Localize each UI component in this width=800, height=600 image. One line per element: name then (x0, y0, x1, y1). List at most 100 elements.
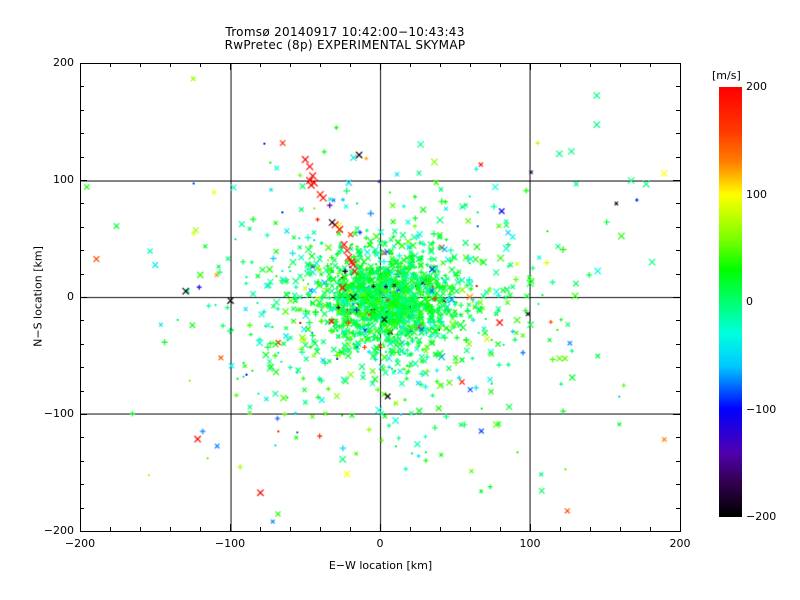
y-tick-right (673, 297, 680, 298)
x-tick-top (650, 63, 651, 67)
y-tick (80, 273, 84, 275)
x-tick-top (410, 63, 411, 67)
x-tick (140, 527, 141, 531)
x-tick-label: 200 (669, 537, 691, 550)
y-tick (80, 63, 87, 64)
y-axis-title: N−S location [km] (31, 246, 45, 347)
y-tick-right (676, 156, 680, 158)
x-tick (110, 527, 111, 531)
y-tick-right (676, 390, 680, 392)
y-tick (80, 343, 84, 345)
y-tick (80, 390, 84, 392)
x-tick-top (170, 63, 171, 67)
y-tick (80, 297, 87, 298)
y-tick-right (676, 507, 680, 509)
y-tick-right (676, 203, 680, 205)
x-tick (200, 527, 201, 531)
y-tick-label: −100 (43, 407, 74, 420)
y-tick (80, 414, 87, 415)
y-tick (80, 203, 84, 205)
colorbar-tick-label: −100 (746, 402, 777, 416)
x-tick (500, 527, 501, 531)
x-tick-top (500, 63, 501, 67)
y-tick-label: 100 (53, 173, 74, 186)
colorbar-gradient (719, 87, 742, 517)
y-tick-right (676, 437, 680, 439)
x-tick (470, 527, 471, 531)
x-tick (620, 527, 621, 531)
y-tick-right (676, 250, 680, 252)
x-tick (230, 524, 231, 531)
x-tick-top (290, 63, 291, 67)
plot-area (80, 63, 681, 532)
y-tick (80, 460, 84, 462)
chart-title-line-2: RwPretec (8p) EXPERIMENTAL SKYMAP (224, 38, 466, 52)
x-tick (290, 527, 291, 531)
y-tick-label: −200 (43, 524, 74, 537)
x-tick-label: 0 (376, 537, 384, 550)
y-tick (80, 531, 87, 532)
y-tick (80, 320, 84, 322)
y-tick-right (676, 133, 680, 135)
x-tick (260, 527, 261, 531)
x-tick-top (140, 63, 141, 67)
x-tick (590, 527, 591, 531)
colorbar-tick-label: 0 (746, 295, 753, 308)
y-tick-right (676, 226, 680, 228)
y-tick (80, 484, 84, 486)
x-axis-title: E−W location [km] (328, 559, 433, 572)
y-tick-right (673, 180, 680, 181)
x-tick-top (560, 63, 561, 67)
x-tick (680, 524, 681, 531)
x-tick-top (230, 63, 231, 70)
x-tick (80, 524, 81, 531)
x-tick-label: −200 (64, 537, 96, 550)
y-tick (80, 250, 84, 252)
colorbar-tick-label: 100 (746, 187, 767, 201)
y-tick-right (676, 343, 680, 345)
y-tick-right (676, 273, 680, 275)
x-tick (530, 524, 531, 531)
y-tick-right (676, 367, 680, 369)
y-tick-right (676, 86, 680, 88)
y-tick (80, 437, 84, 439)
x-tick-top (680, 63, 681, 70)
x-tick-label: 100 (519, 537, 541, 550)
y-tick (80, 86, 84, 88)
x-tick-top (380, 63, 381, 70)
x-tick (380, 524, 381, 531)
y-tick (80, 367, 84, 369)
y-tick-label: 0 (67, 290, 74, 303)
y-tick (80, 156, 84, 158)
x-tick (440, 527, 441, 531)
y-tick (80, 180, 87, 181)
scatter-canvas (81, 64, 680, 531)
y-tick-right (673, 63, 680, 64)
colorbar-tick-label: 200 (746, 80, 767, 93)
x-tick-top (110, 63, 111, 67)
y-tick-right (673, 531, 680, 532)
y-tick-right (676, 320, 680, 322)
x-tick-top (530, 63, 531, 70)
x-tick-top (590, 63, 591, 67)
x-tick-top (620, 63, 621, 67)
y-tick-right (676, 484, 680, 486)
colorbar-unit-label: [m/s] (712, 69, 741, 82)
x-tick-top (80, 63, 81, 70)
x-tick (170, 527, 171, 531)
chart-title-line-1: Tromsø 20140917 10:42:00−10:43:43 (225, 25, 465, 39)
x-tick-top (320, 63, 321, 67)
y-tick-right (676, 460, 680, 462)
x-tick-top (260, 63, 261, 67)
y-tick-label: 200 (53, 56, 74, 69)
x-tick-top (470, 63, 471, 67)
x-tick (650, 527, 651, 531)
x-tick (320, 527, 321, 531)
x-tick (350, 527, 351, 531)
y-tick-right (673, 414, 680, 415)
chart-title: Tromsø 20140917 10:42:00−10:43:43 RwPret… (0, 26, 690, 52)
x-tick-top (350, 63, 351, 67)
x-tick-top (200, 63, 201, 67)
colorbar-tick-label: −200 (746, 510, 777, 523)
y-tick (80, 507, 84, 509)
